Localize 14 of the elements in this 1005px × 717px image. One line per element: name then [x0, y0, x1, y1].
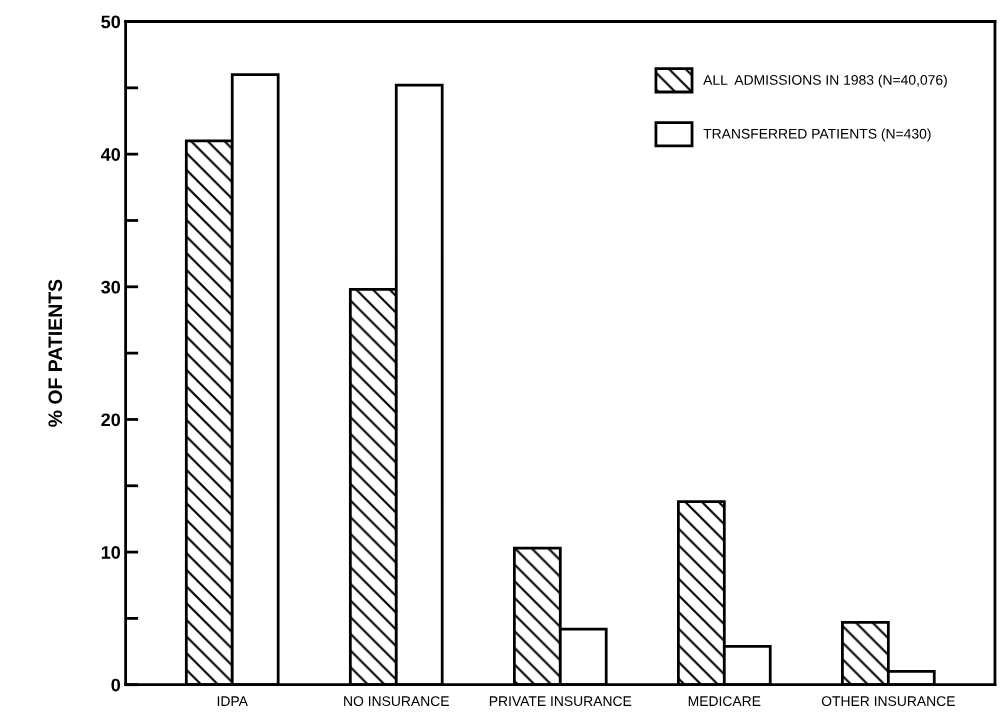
x-tick-label: NO INSURANCE — [344, 696, 449, 707]
x-tick-label: OTHER INSURANCE — [821, 696, 955, 707]
y-tick-label: 40 — [100, 148, 121, 161]
x-tick-label: MEDICARE — [688, 696, 761, 707]
y-tick-label: 0 — [111, 678, 121, 692]
x-tick-label: IDPA — [217, 696, 248, 706]
y-tick-label: 30 — [101, 280, 121, 294]
x-tick-label: PRIVATE INSURANCE — [489, 696, 632, 707]
legend-label: ALL ADMISSIONS IN 1983 (N=40,076) — [703, 74, 947, 88]
y-tick-label: 10 — [101, 546, 121, 559]
y-tick-label: 50 — [101, 15, 121, 29]
y-axis-title: % OF PATIENTS — [48, 279, 63, 427]
legend-label: TRANSFERRED PATIENTS (N=430) — [703, 128, 931, 142]
y-tick-label: 20 — [101, 413, 121, 427]
